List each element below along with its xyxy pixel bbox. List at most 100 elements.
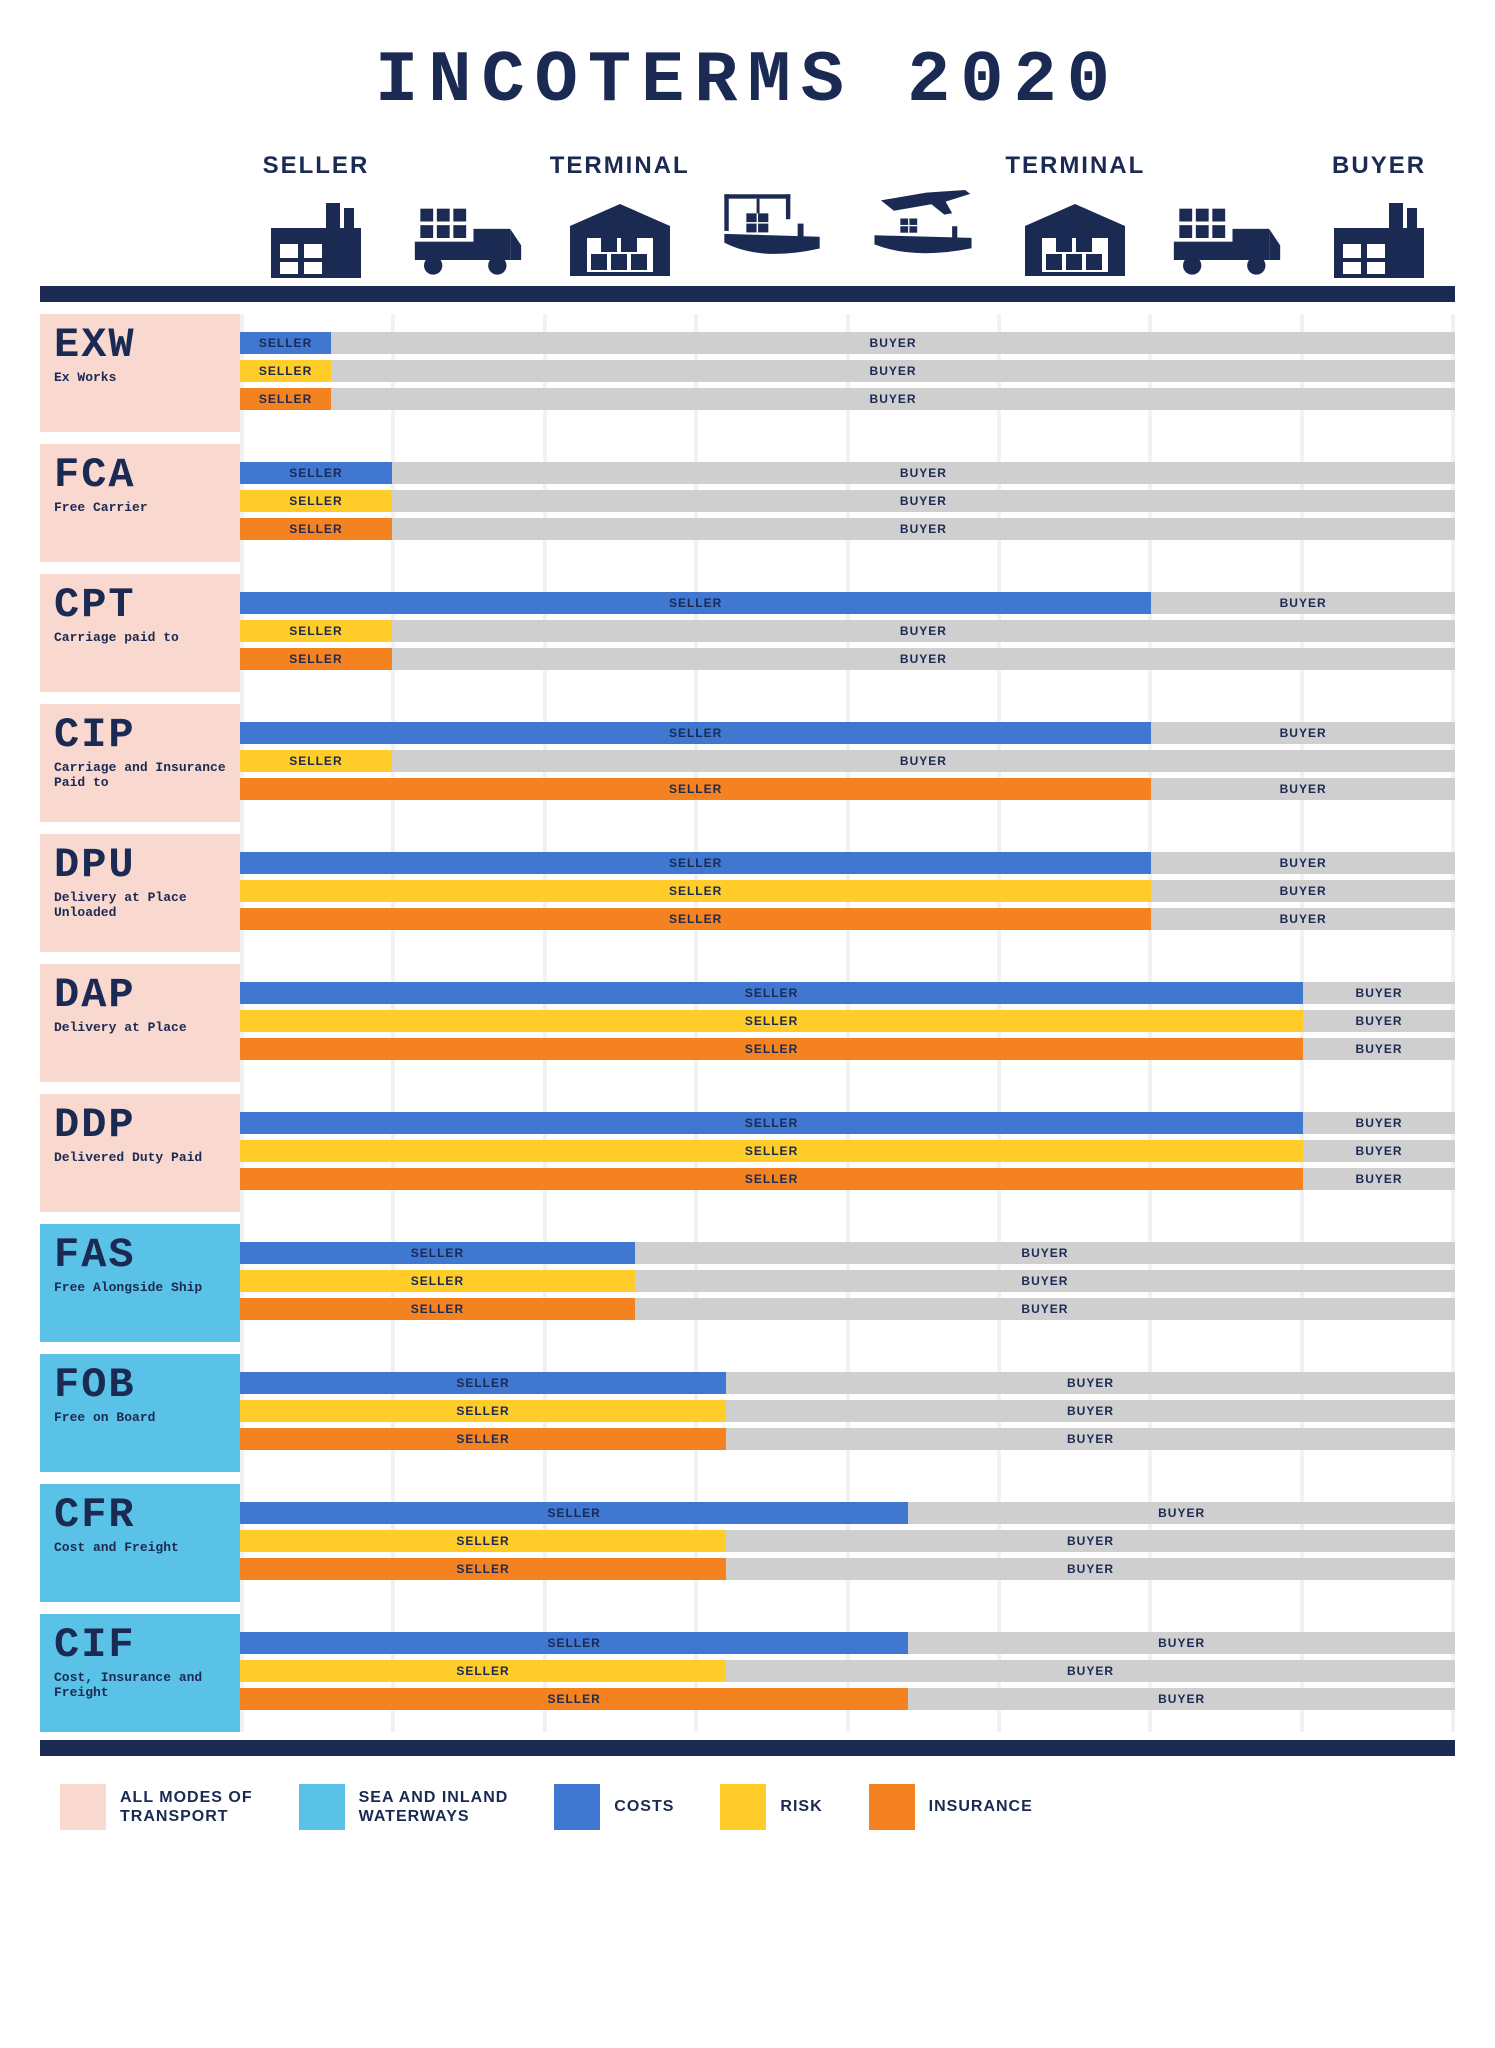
- term-name: Free Alongside Ship: [54, 1280, 226, 1295]
- legend-item: SEA AND INLANDWATERWAYS: [299, 1784, 509, 1830]
- seg-buyer: BUYER: [1151, 592, 1455, 614]
- term-row-cip: CIP Carriage and Insurance Paid to SELLE…: [40, 704, 1455, 822]
- seg-seller: SELLER: [240, 462, 392, 484]
- term-row-cfr: CFR Cost and Freight SELLER BUYER SELLER…: [40, 1484, 1455, 1602]
- term-bars: SELLER BUYER SELLER BUYER SELLER BUYER: [240, 444, 1455, 562]
- seg-seller: SELLER: [240, 1298, 635, 1320]
- legend-item: COSTS: [554, 1784, 674, 1830]
- term-code: FCA: [54, 454, 226, 496]
- term-bars: SELLER BUYER SELLER BUYER SELLER BUYER: [240, 1354, 1455, 1472]
- term-bars: SELLER BUYER SELLER BUYER SELLER BUYER: [240, 834, 1455, 952]
- legend-text: COSTS: [614, 1797, 674, 1816]
- legend-text: INSURANCE: [929, 1797, 1033, 1816]
- legend-text: ALL MODES OFTRANSPORT: [120, 1788, 253, 1826]
- term-row-fas: FAS Free Alongside Ship SELLER BUYER SEL…: [40, 1224, 1455, 1342]
- seg-seller: SELLER: [240, 332, 331, 354]
- term-code: DDP: [54, 1104, 226, 1146]
- term-bars: SELLER BUYER SELLER BUYER SELLER BUYER: [240, 314, 1455, 432]
- seg-seller: SELLER: [240, 1140, 1303, 1162]
- seg-seller: SELLER: [240, 1688, 908, 1710]
- term-code: DAP: [54, 974, 226, 1016]
- bar-risk: SELLER BUYER: [240, 1010, 1455, 1032]
- seg-seller: SELLER: [240, 1400, 726, 1422]
- bar-insurance: SELLER BUYER: [240, 388, 1455, 410]
- legend-text: RISK: [780, 1797, 822, 1816]
- seg-seller: SELLER: [240, 1530, 726, 1552]
- seg-buyer: BUYER: [392, 518, 1455, 540]
- term-name: Carriage paid to: [54, 630, 226, 645]
- factory-icon: [1303, 188, 1455, 278]
- legend-swatch: [869, 1784, 915, 1830]
- seg-buyer: BUYER: [1151, 880, 1455, 902]
- seg-seller: SELLER: [240, 490, 392, 512]
- term-code: EXW: [54, 324, 226, 366]
- seg-buyer: BUYER: [726, 1428, 1455, 1450]
- term-name: Free on Board: [54, 1410, 226, 1425]
- legend: ALL MODES OFTRANSPORT SEA AND INLANDWATE…: [40, 1784, 1455, 1830]
- bar-insurance: SELLER BUYER: [240, 1558, 1455, 1580]
- seg-buyer: BUYER: [1151, 722, 1455, 744]
- seg-seller: SELLER: [240, 620, 392, 642]
- term-code: CFR: [54, 1494, 226, 1536]
- seg-buyer: BUYER: [331, 360, 1455, 382]
- term-name: Delivery at Place: [54, 1020, 226, 1035]
- seg-seller: SELLER: [240, 750, 392, 772]
- seg-buyer: BUYER: [635, 1242, 1455, 1264]
- bar-insurance: SELLER BUYER: [240, 648, 1455, 670]
- bottom-rule: [40, 1740, 1455, 1756]
- term-name: Delivered Duty Paid: [54, 1150, 226, 1165]
- term-label: CPT Carriage paid to: [40, 574, 240, 692]
- legend-item: RISK: [720, 1784, 822, 1830]
- bar-costs: SELLER BUYER: [240, 722, 1455, 744]
- seg-seller: SELLER: [240, 722, 1151, 744]
- bar-costs: SELLER BUYER: [240, 852, 1455, 874]
- header-label: TERMINAL: [544, 152, 696, 180]
- header-col-2: TERMINAL: [544, 152, 696, 278]
- seg-buyer: BUYER: [1151, 852, 1455, 874]
- legend-item: ALL MODES OFTRANSPORT: [60, 1784, 253, 1830]
- seg-buyer: BUYER: [1303, 1038, 1455, 1060]
- seg-buyer: BUYER: [908, 1632, 1455, 1654]
- term-name: Delivery at Place Unloaded: [54, 890, 226, 920]
- term-name: Cost and Freight: [54, 1540, 226, 1555]
- seg-buyer: BUYER: [726, 1372, 1455, 1394]
- bar-costs: SELLER BUYER: [240, 982, 1455, 1004]
- bar-risk: SELLER BUYER: [240, 620, 1455, 642]
- seg-buyer: BUYER: [635, 1270, 1455, 1292]
- term-label: DPU Delivery at Place Unloaded: [40, 834, 240, 952]
- header-col-7: BUYER: [1303, 152, 1455, 278]
- truck-icon: [392, 188, 544, 278]
- seg-seller: SELLER: [240, 1270, 635, 1292]
- seg-seller: SELLER: [240, 880, 1151, 902]
- legend-swatch: [554, 1784, 600, 1830]
- term-label: FAS Free Alongside Ship: [40, 1224, 240, 1342]
- seg-seller: SELLER: [240, 1632, 908, 1654]
- seg-seller: SELLER: [240, 592, 1151, 614]
- legend-swatch: [60, 1784, 106, 1830]
- bar-insurance: SELLER BUYER: [240, 1428, 1455, 1450]
- term-name: Ex Works: [54, 370, 226, 385]
- term-row-dpu: DPU Delivery at Place Unloaded SELLER BU…: [40, 834, 1455, 952]
- term-code: CPT: [54, 584, 226, 626]
- term-label: FCA Free Carrier: [40, 444, 240, 562]
- term-label: CIF Cost, Insurance and Freight: [40, 1614, 240, 1732]
- seg-seller: SELLER: [240, 778, 1151, 800]
- term-row-ddp: DDP Delivered Duty Paid SELLER BUYER SEL…: [40, 1094, 1455, 1212]
- terms-table: EXW Ex Works SELLER BUYER SELLER BUYER S…: [40, 314, 1455, 1732]
- seg-buyer: BUYER: [908, 1688, 1455, 1710]
- seg-buyer: BUYER: [392, 490, 1455, 512]
- seg-seller: SELLER: [240, 1010, 1303, 1032]
- term-code: FAS: [54, 1234, 226, 1276]
- seg-seller: SELLER: [240, 1558, 726, 1580]
- seg-seller: SELLER: [240, 1372, 726, 1394]
- seg-seller: SELLER: [240, 1168, 1303, 1190]
- term-name: Carriage and Insurance Paid to: [54, 760, 226, 790]
- term-label: CFR Cost and Freight: [40, 1484, 240, 1602]
- term-bars: SELLER BUYER SELLER BUYER SELLER BUYER: [240, 964, 1455, 1082]
- seg-buyer: BUYER: [1303, 1112, 1455, 1134]
- seg-buyer: BUYER: [635, 1298, 1455, 1320]
- seg-buyer: BUYER: [1151, 778, 1455, 800]
- term-bars: SELLER BUYER SELLER BUYER SELLER BUYER: [240, 1094, 1455, 1212]
- seg-buyer: BUYER: [1303, 1140, 1455, 1162]
- seg-seller: SELLER: [240, 1660, 726, 1682]
